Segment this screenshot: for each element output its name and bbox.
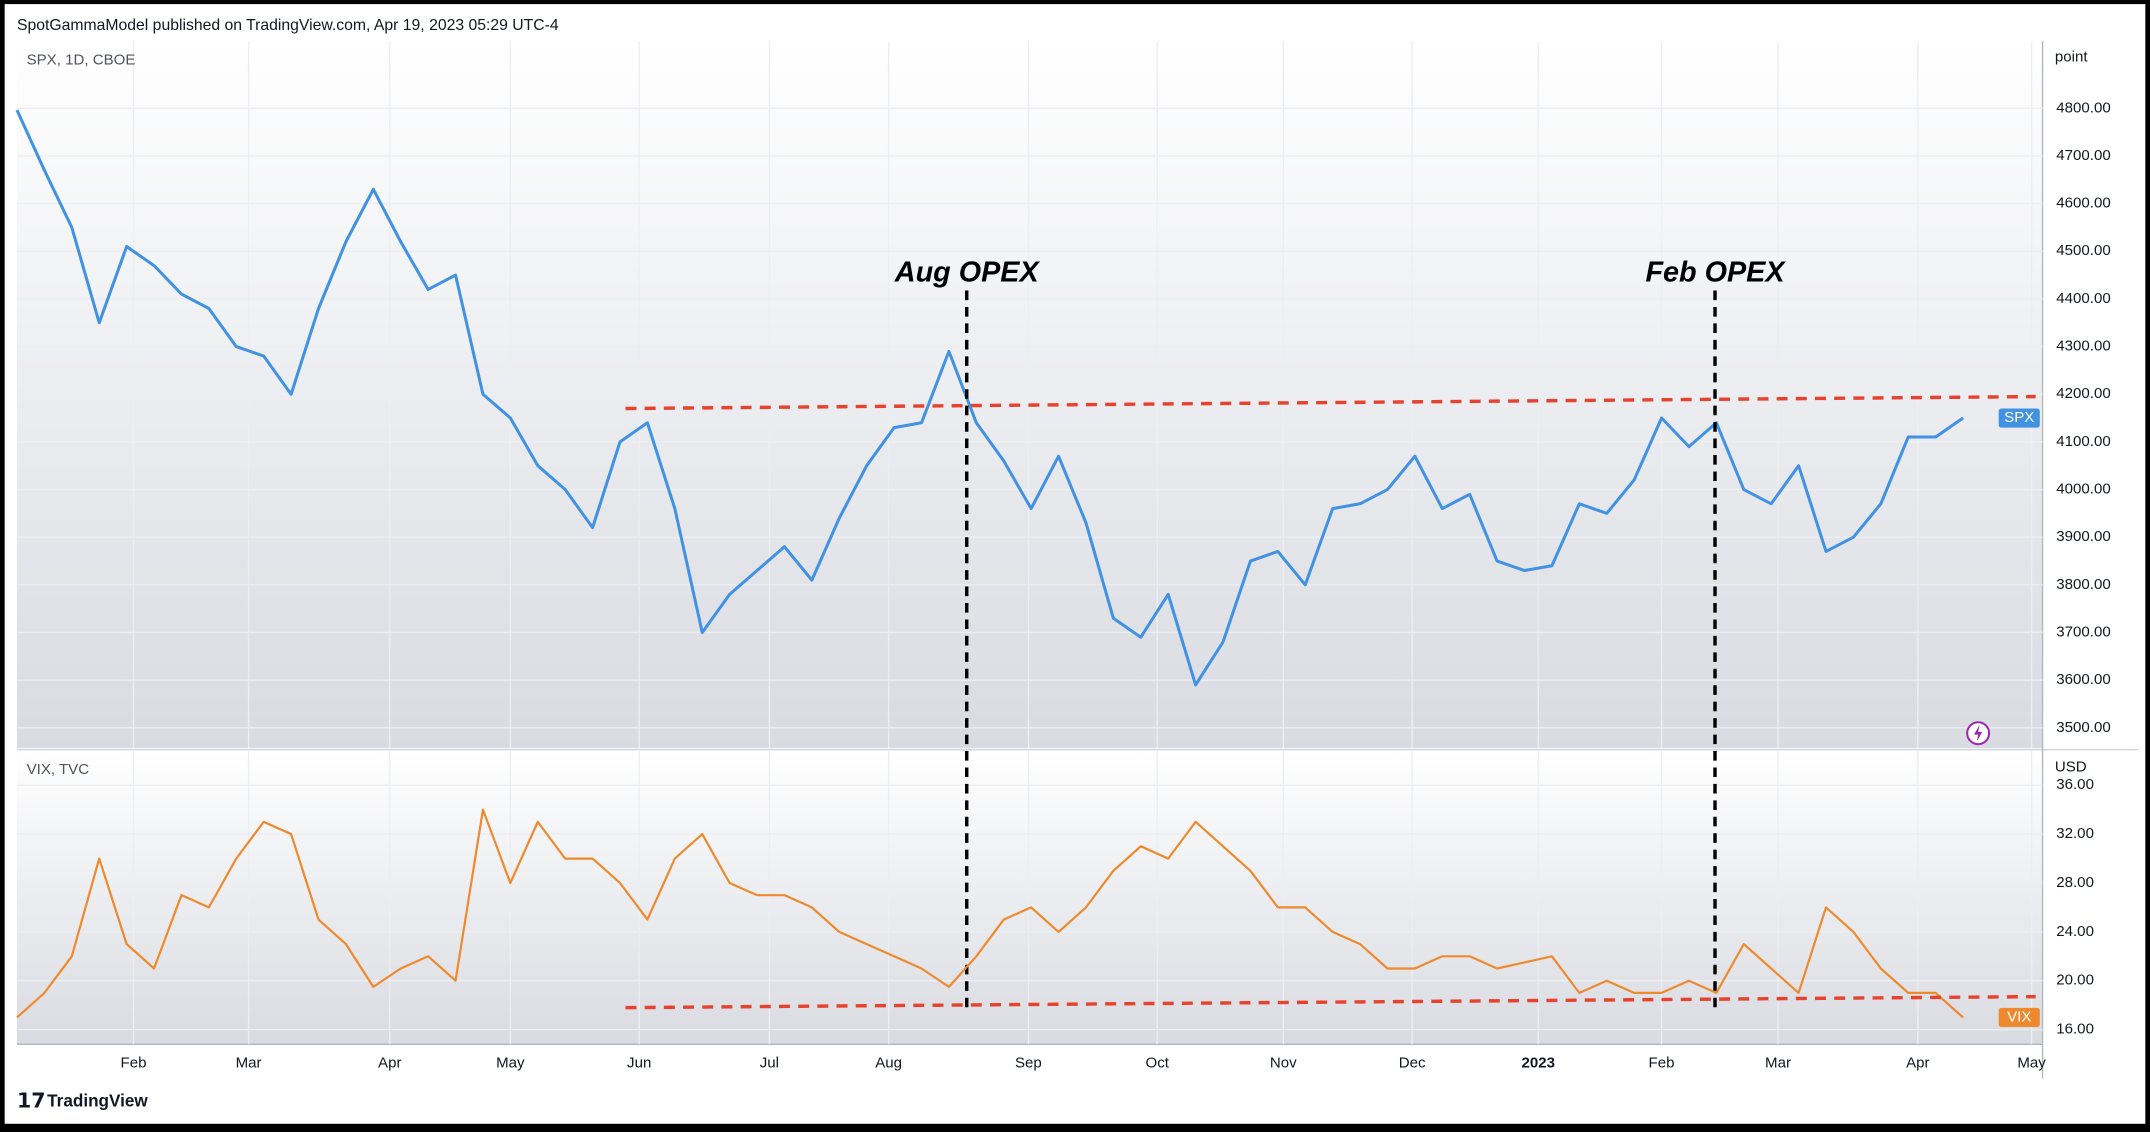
header-title: SpotGammaModel published on TradingView.… [17, 17, 559, 34]
y-tick-label: 3600.00 [2056, 671, 2110, 688]
y-tick-label: 4500.00 [2056, 242, 2110, 259]
logo: 𝟭𝟳 [17, 1089, 46, 1112]
y-tick-label: 4200.00 [2056, 385, 2110, 402]
annotation-label: Feb OPEX [1645, 257, 1786, 289]
x-tick-label: 2023 [1521, 1054, 1555, 1071]
x-tick-label: May [496, 1054, 525, 1071]
vix-pane [17, 751, 2043, 1045]
y-tick-label: 4600.00 [2056, 195, 2110, 212]
x-tick-label: Mar [1765, 1054, 1791, 1071]
y-tick-label: 4300.00 [2056, 338, 2110, 355]
y-tick-label: 4700.00 [2056, 147, 2110, 164]
x-tick-label: Oct [1146, 1054, 1170, 1071]
footer-brand: TradingView [47, 1090, 148, 1110]
x-tick-label: Apr [1906, 1054, 1929, 1071]
y-tick-label: 24.00 [2056, 923, 2094, 940]
y-tick-label: 4000.00 [2056, 481, 2110, 498]
y-tick-label: 4800.00 [2056, 99, 2110, 116]
x-tick-label: Apr [378, 1054, 401, 1071]
pane-title: VIX, TVC [27, 761, 90, 778]
y-tick-label: 3900.00 [2056, 528, 2110, 545]
pane-title: SPX, 1D, CBOE [27, 51, 136, 68]
grid [17, 41, 2043, 1045]
x-tick-label: Nov [1270, 1054, 1297, 1071]
trend-line [625, 394, 2036, 411]
y-tick-label: 36.00 [2056, 776, 2094, 793]
y-tick-label: 3500.00 [2056, 719, 2110, 736]
svg-text:𝟭𝟳: 𝟭𝟳 [17, 1089, 46, 1112]
x-tick-label: Aug [875, 1054, 902, 1071]
x-tick-label: Dec [1399, 1054, 1426, 1071]
x-tick-label: Jun [627, 1054, 651, 1071]
y-tick-label: 3800.00 [2056, 576, 2110, 593]
axis-label: USD [2055, 758, 2087, 775]
y-tick-label: 32.00 [2056, 825, 2094, 842]
last-value-tag [1998, 1007, 2040, 1027]
axis-label: point [2055, 49, 2088, 66]
y-tick-label: 28.00 [2056, 874, 2094, 891]
y-tick-label: 4100.00 [2056, 433, 2110, 450]
x-tick-label: Feb [1649, 1054, 1675, 1071]
x-tick-label: May [2017, 1054, 2046, 1071]
x-tick-label: Feb [121, 1054, 147, 1071]
trend-line [625, 994, 2036, 1010]
last-value-tag [1998, 408, 2040, 428]
bolt-icon [1966, 721, 1991, 746]
y-tick-label: 20.00 [2056, 972, 2094, 989]
series-line [15, 109, 1964, 687]
x-tick-label: Mar [236, 1054, 262, 1071]
series-line [16, 808, 1964, 1019]
x-tick-label: Sep [1015, 1054, 1042, 1071]
last-value-tag-label: SPX [2004, 409, 2034, 426]
last-value-tag-label: VIX [2007, 1008, 2031, 1025]
x-tick-label: Jul [760, 1054, 779, 1071]
y-tick-label: 3700.00 [2056, 623, 2110, 640]
y-tick-label: 16.00 [2056, 1021, 2094, 1038]
annotation-label: Aug OPEX [894, 257, 1041, 289]
y-tick-label: 4400.00 [2056, 290, 2110, 307]
